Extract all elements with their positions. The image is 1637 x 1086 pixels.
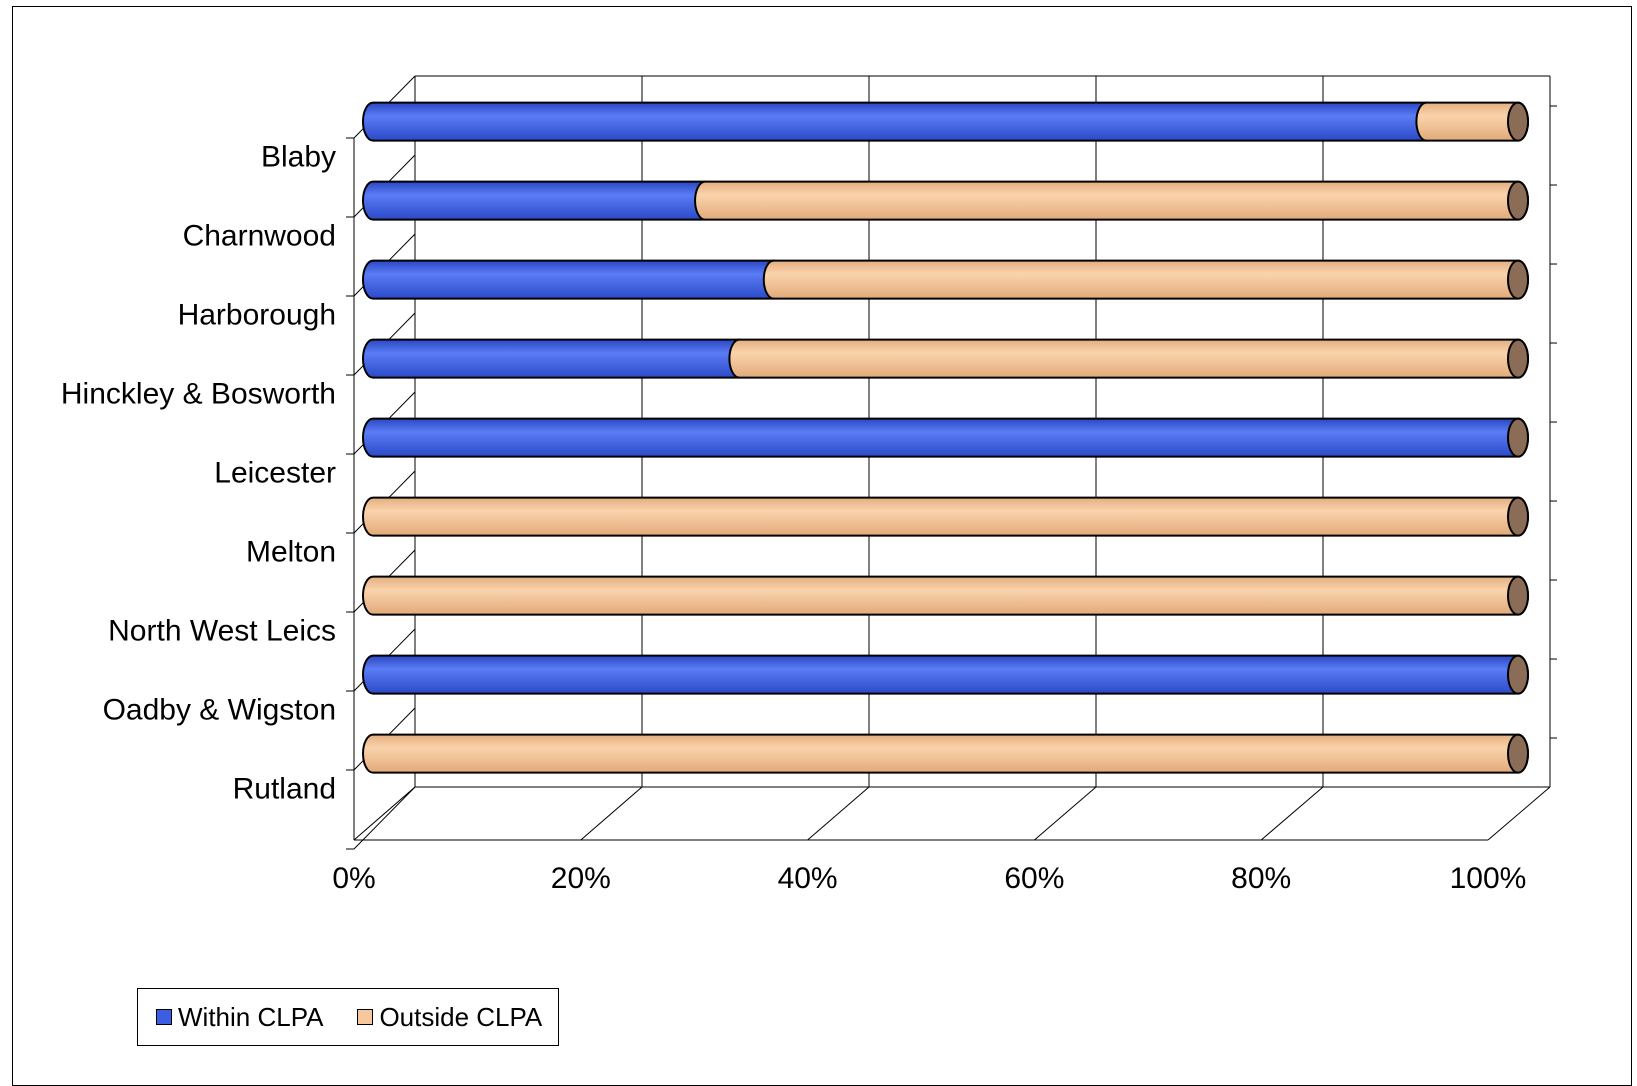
floor-line-2 bbox=[807, 786, 870, 841]
category-label: Melton bbox=[246, 536, 336, 569]
bar-end-cap bbox=[1507, 101, 1529, 142]
bar-outside-clpa bbox=[694, 180, 1529, 221]
bar-outside-clpa bbox=[362, 575, 1529, 616]
legend-label-outside: Outside CLPA bbox=[379, 1001, 543, 1032]
bar-end-cap bbox=[1507, 259, 1529, 300]
labels-layer: 0% 20% 40% 60% 80% 100% Blaby Charnwood Harborou… bbox=[61, 141, 1526, 896]
floor-line-0 bbox=[353, 786, 416, 841]
category-label: Hinckley & Bosworth bbox=[61, 378, 336, 411]
bar-within-clpa bbox=[362, 654, 1529, 695]
category-label: Leicester bbox=[214, 457, 336, 490]
category-label: North West Leics bbox=[108, 615, 336, 648]
bar-within-clpa bbox=[362, 417, 1529, 458]
category-label: Rutland bbox=[233, 773, 336, 806]
legend-label-within: Within CLPA bbox=[178, 1001, 324, 1032]
bar-end-cap bbox=[1507, 575, 1529, 616]
bar-end-cap bbox=[1507, 654, 1529, 695]
floor-line-3 bbox=[1034, 786, 1097, 841]
bar-within-clpa bbox=[362, 338, 751, 379]
legend-swatch-outside bbox=[357, 1009, 374, 1025]
bar-outside-clpa bbox=[728, 338, 1529, 379]
bar-within-clpa bbox=[362, 180, 717, 221]
floor-line-5 bbox=[1487, 786, 1551, 841]
legend-swatch-within bbox=[156, 1009, 172, 1025]
category-label: Harborough bbox=[178, 299, 336, 332]
x-tick-label: 20% bbox=[551, 862, 611, 895]
x-tick-label: 60% bbox=[1004, 862, 1064, 895]
floor-line-1 bbox=[580, 786, 643, 841]
category-label: Oadby & Wigston bbox=[103, 694, 336, 727]
bar-end-cap bbox=[1507, 338, 1529, 379]
bar-within-clpa bbox=[362, 101, 1438, 142]
x-tick-label: 40% bbox=[778, 862, 838, 895]
floor-line-4 bbox=[1260, 786, 1324, 841]
bar-outside-clpa bbox=[762, 259, 1529, 300]
legend-item-within: Within CLPA bbox=[156, 1002, 323, 1033]
category-label: Blaby bbox=[261, 141, 336, 174]
bar-within-clpa bbox=[362, 259, 785, 300]
x-tick-label: 0% bbox=[332, 862, 375, 895]
bar-end-cap bbox=[1507, 180, 1529, 221]
bar-end-cap bbox=[1507, 417, 1529, 458]
bar-end-cap bbox=[1507, 733, 1529, 774]
side-separator-9 bbox=[353, 786, 416, 850]
x-tick-label: 80% bbox=[1231, 862, 1291, 895]
bar-outside-clpa bbox=[362, 733, 1529, 774]
bar-end-cap bbox=[1507, 496, 1529, 537]
legend: Within CLPA Outside CLPA bbox=[137, 988, 560, 1046]
bars-layer bbox=[362, 101, 1529, 774]
bar-outside-clpa bbox=[362, 496, 1529, 537]
legend-item-outside: Outside CLPA bbox=[357, 1002, 542, 1033]
category-label: Charnwood bbox=[183, 220, 336, 253]
x-tick-label: 100% bbox=[1450, 862, 1527, 895]
